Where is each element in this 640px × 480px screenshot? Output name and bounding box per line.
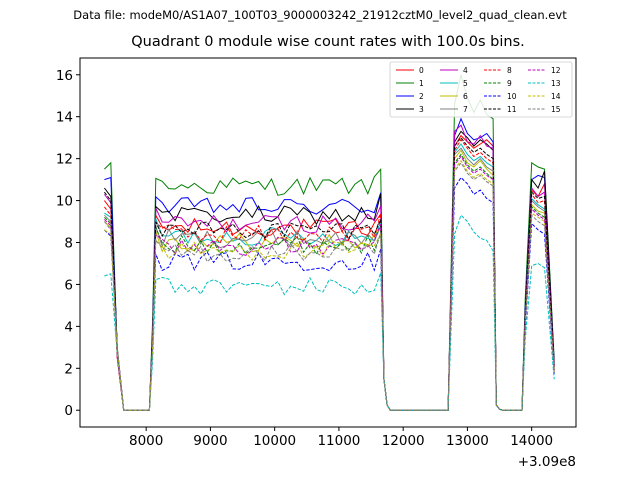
x-tick-label: 13000 xyxy=(446,433,489,449)
series-lines xyxy=(104,74,555,411)
y-tick-label: 6 xyxy=(64,277,73,293)
series-line-4 xyxy=(104,124,555,411)
x-offset-label: +3.09e8 xyxy=(518,454,576,470)
y-axis: 0 2 4 6 8 10 12 14 16 xyxy=(56,68,80,419)
y-tick-label: 4 xyxy=(64,319,73,335)
legend-label-8: 8 xyxy=(507,66,512,75)
series-line-2 xyxy=(104,117,555,411)
y-tick-label: 2 xyxy=(64,361,73,377)
y-tick-label: 16 xyxy=(56,68,73,84)
y-tick-label: 8 xyxy=(64,236,73,252)
x-tick-label: 10000 xyxy=(253,433,296,449)
series-line-11 xyxy=(104,136,555,411)
series-line-9 xyxy=(104,153,555,411)
y-tick-label: 12 xyxy=(56,152,73,168)
legend-label-15: 15 xyxy=(551,105,561,114)
x-tick-label: 11000 xyxy=(317,433,360,449)
legend-label-5: 5 xyxy=(463,79,468,88)
legend-label-11: 11 xyxy=(507,105,517,114)
y-tick-label: 0 xyxy=(64,403,73,419)
x-tick-label: 12000 xyxy=(382,433,425,449)
series-line-8 xyxy=(104,138,555,411)
x-tick-label: 14000 xyxy=(510,433,553,449)
series-line-5 xyxy=(104,143,555,411)
legend-label-1: 1 xyxy=(419,79,424,88)
legend-label-6: 6 xyxy=(463,92,468,101)
y-tick-label: 10 xyxy=(56,194,73,210)
y-tick-label: 14 xyxy=(56,110,73,126)
legend-label-14: 14 xyxy=(551,92,561,101)
x-axis: 8000 9000 10000 11000 12000 13000 14000 xyxy=(129,427,553,449)
series-line-7 xyxy=(104,147,555,411)
legend-box xyxy=(389,61,573,118)
legend-label-3: 3 xyxy=(419,105,424,114)
legend-label-9: 9 xyxy=(507,79,512,88)
legend-label-7: 7 xyxy=(463,105,468,114)
legend-label-2: 2 xyxy=(419,92,424,101)
series-line-15 xyxy=(104,161,555,411)
series-line-0 xyxy=(104,134,555,411)
x-tick-label: 9000 xyxy=(193,433,227,449)
x-tick-label: 8000 xyxy=(129,433,163,449)
series-line-12 xyxy=(104,155,555,411)
chart-title: Quadrant 0 module wise count rates with … xyxy=(131,34,525,50)
series-line-13 xyxy=(104,214,555,411)
legend-label-10: 10 xyxy=(507,92,517,101)
legend-label-0: 0 xyxy=(419,66,424,75)
series-line-6 xyxy=(104,149,555,411)
legend-label-13: 13 xyxy=(551,79,561,88)
legend-label-4: 4 xyxy=(463,66,468,75)
series-line-10 xyxy=(104,176,555,411)
figure-supertitle: Data file: modeM0/AS1A07_100T03_90000032… xyxy=(73,8,567,22)
series-line-14 xyxy=(104,159,555,411)
legend-label-12: 12 xyxy=(551,66,561,75)
